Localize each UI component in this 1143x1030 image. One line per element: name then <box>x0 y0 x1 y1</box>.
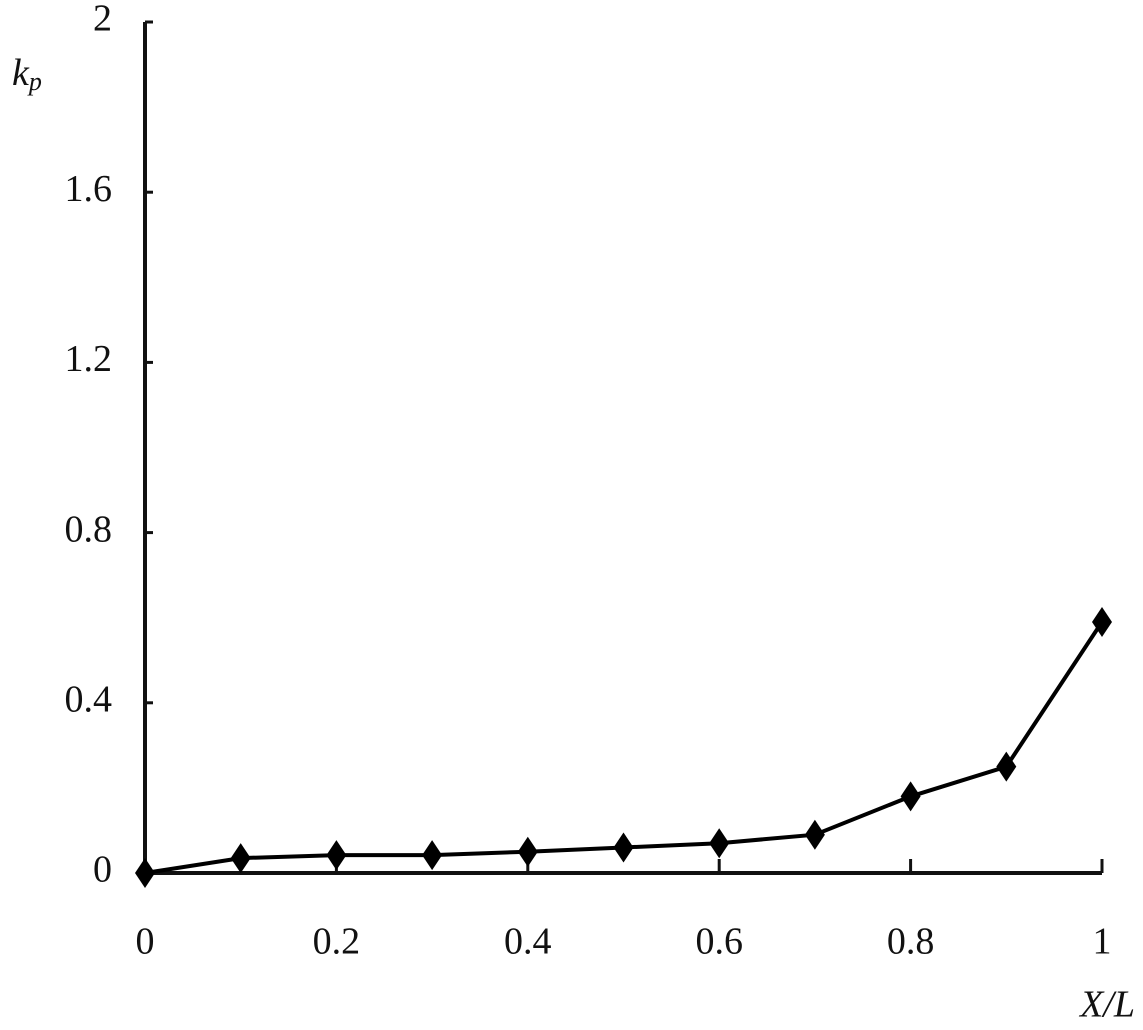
y-label-sub: p <box>27 67 42 96</box>
x-tick-label: 0.2 <box>313 921 361 963</box>
x-tick-label: 0 <box>136 921 155 963</box>
x-tick-label: 0.6 <box>695 921 743 963</box>
marker <box>230 843 251 874</box>
y-tick-label: 1.2 <box>65 338 113 380</box>
y-tick-label: 1.6 <box>65 168 113 210</box>
y-tick-label: 0.8 <box>65 508 113 550</box>
x-tick-label: 0.8 <box>887 921 935 963</box>
marker <box>517 836 538 867</box>
y-tick-label: 2 <box>93 0 112 40</box>
y-tick-label: 0.4 <box>65 679 113 721</box>
y-label-main: k <box>12 52 30 94</box>
marker <box>613 832 634 863</box>
marker <box>900 781 921 812</box>
marker <box>1092 606 1112 637</box>
x-axis-label: X/L <box>1078 984 1135 1026</box>
y-axis-label: kp <box>12 52 42 96</box>
marker <box>996 751 1017 782</box>
x-tick-label: 0.4 <box>504 921 552 963</box>
x-tick-label: 1 <box>1093 921 1112 963</box>
y-tick-label: 0 <box>93 849 112 891</box>
marker <box>422 840 443 871</box>
marker <box>804 819 825 850</box>
marker <box>326 840 347 871</box>
marker <box>709 828 730 859</box>
marker <box>135 858 155 888</box>
